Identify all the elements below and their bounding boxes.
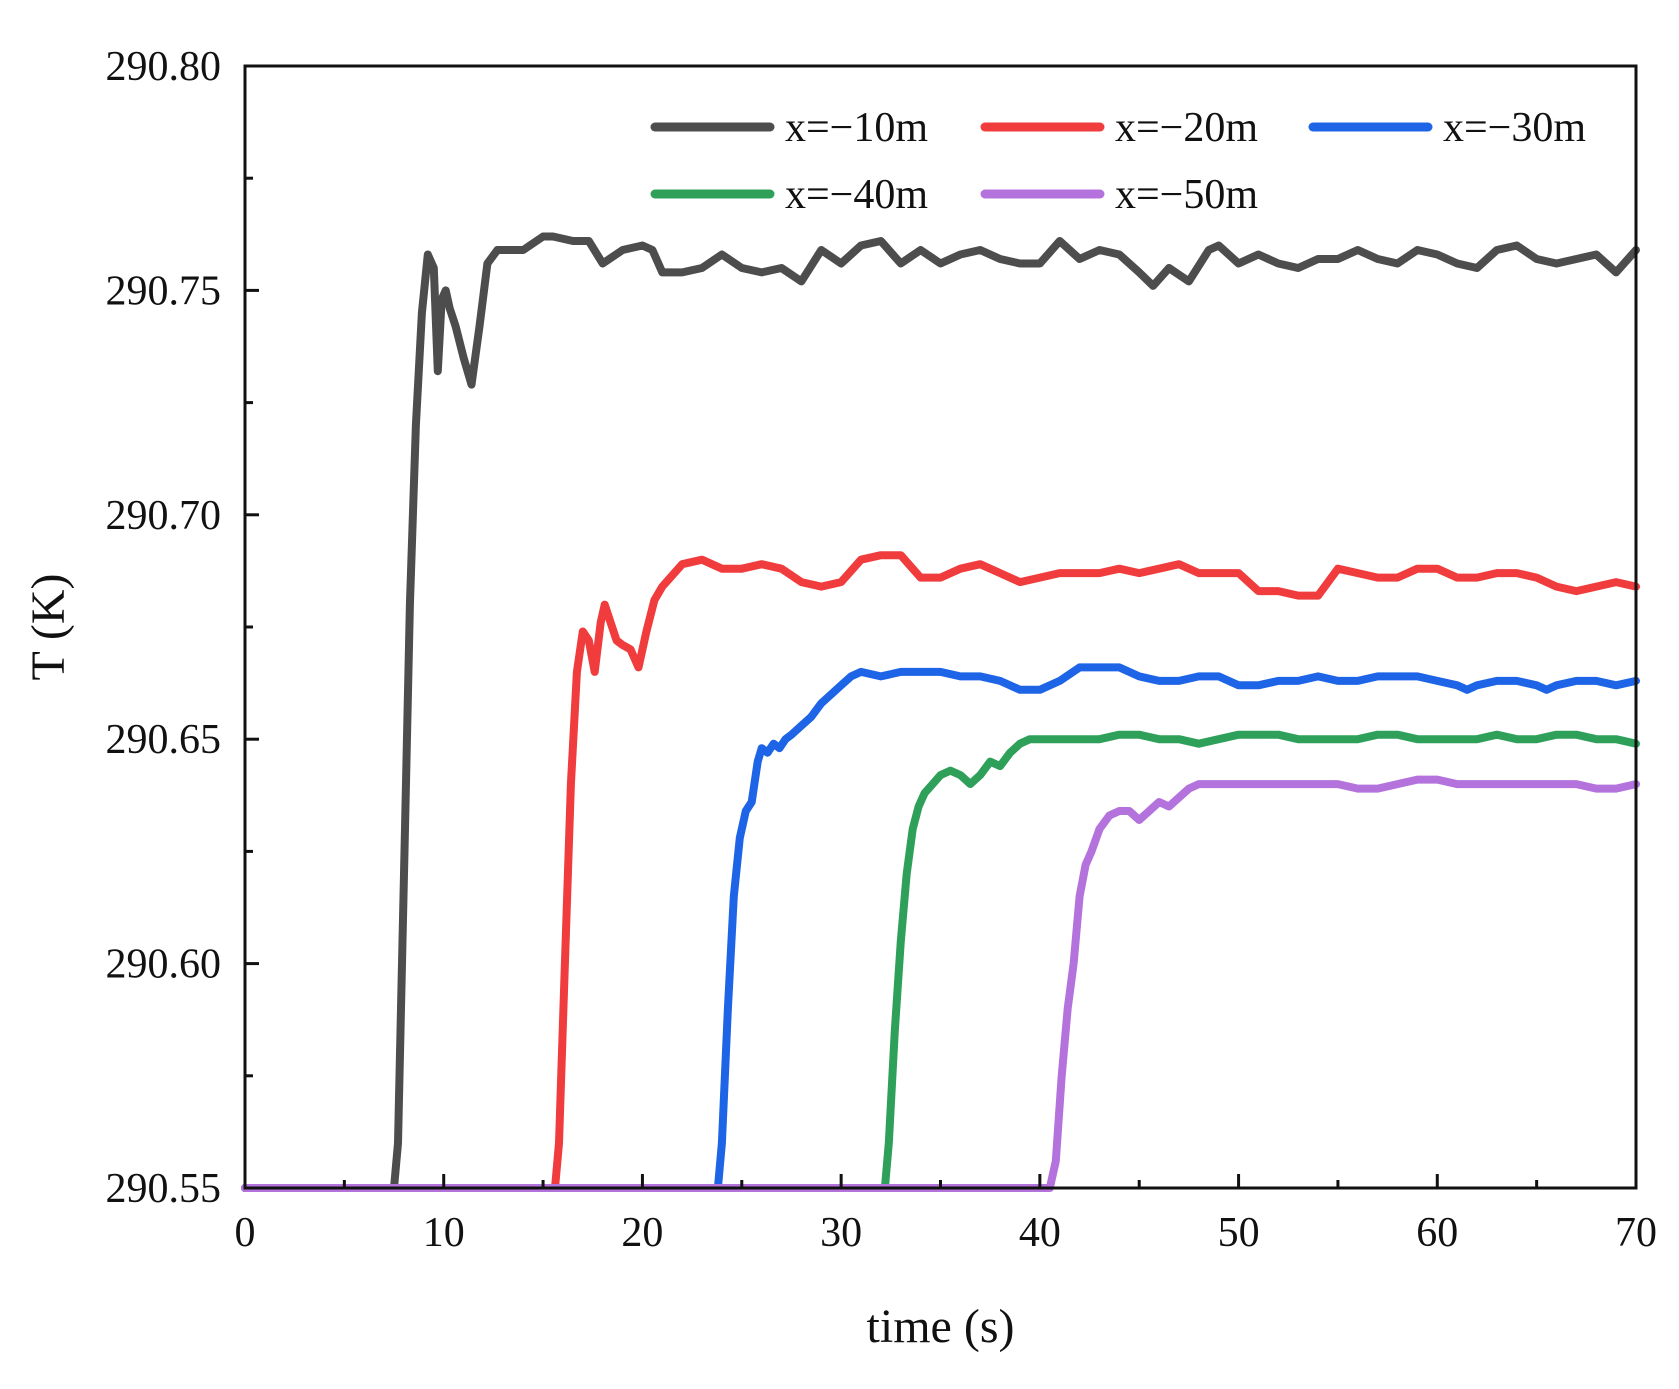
data-series-layer	[241, 232, 1640, 1192]
y-tick-label: 290.80	[106, 44, 222, 90]
x-tick-label: 40	[1019, 1210, 1061, 1256]
legend-label-1: x=−10m	[785, 105, 928, 151]
y-tick-label: 290.65	[106, 717, 222, 763]
x-axis-title: time (s)	[867, 1300, 1015, 1353]
legend-label-4: x=−40m	[785, 172, 928, 218]
legend-label-3: x=−30m	[1443, 105, 1586, 151]
x-tick-label: 10	[423, 1210, 465, 1256]
x-tick-label: 70	[1615, 1210, 1657, 1256]
x-tick-label: 30	[820, 1210, 862, 1256]
plot-area-frame	[243, 64, 1638, 1190]
y-tick-label: 290.60	[106, 942, 222, 988]
y-axis-title: T (K)	[22, 573, 75, 680]
legend-label-5: x=−50m	[1115, 172, 1258, 218]
series-line-5	[241, 775, 1640, 1192]
series-line-3	[241, 663, 1640, 1192]
y-tick-label: 290.75	[106, 268, 222, 314]
series-line-2	[241, 551, 1640, 1192]
x-tick-label: 50	[1218, 1210, 1260, 1256]
legend: x=−10m x=−20m x=−30m x=−40m x=−50m	[650, 105, 1586, 218]
y-tick-label: 290.55	[106, 1166, 222, 1212]
tick-labels: 0 10 20 30 40 50 60 70 290.55 290.60 290.65 290.70 2…	[106, 44, 1658, 1256]
x-tick-label: 0	[235, 1210, 256, 1256]
x-tick-label: 60	[1416, 1210, 1458, 1256]
series-line-1	[241, 232, 1640, 1192]
legend-label-2: x=−20m	[1115, 105, 1258, 151]
axis-ticks	[243, 64, 1638, 1190]
series-line-4	[241, 730, 1640, 1192]
x-tick-label: 20	[621, 1210, 663, 1256]
y-tick-label: 290.70	[106, 493, 222, 539]
